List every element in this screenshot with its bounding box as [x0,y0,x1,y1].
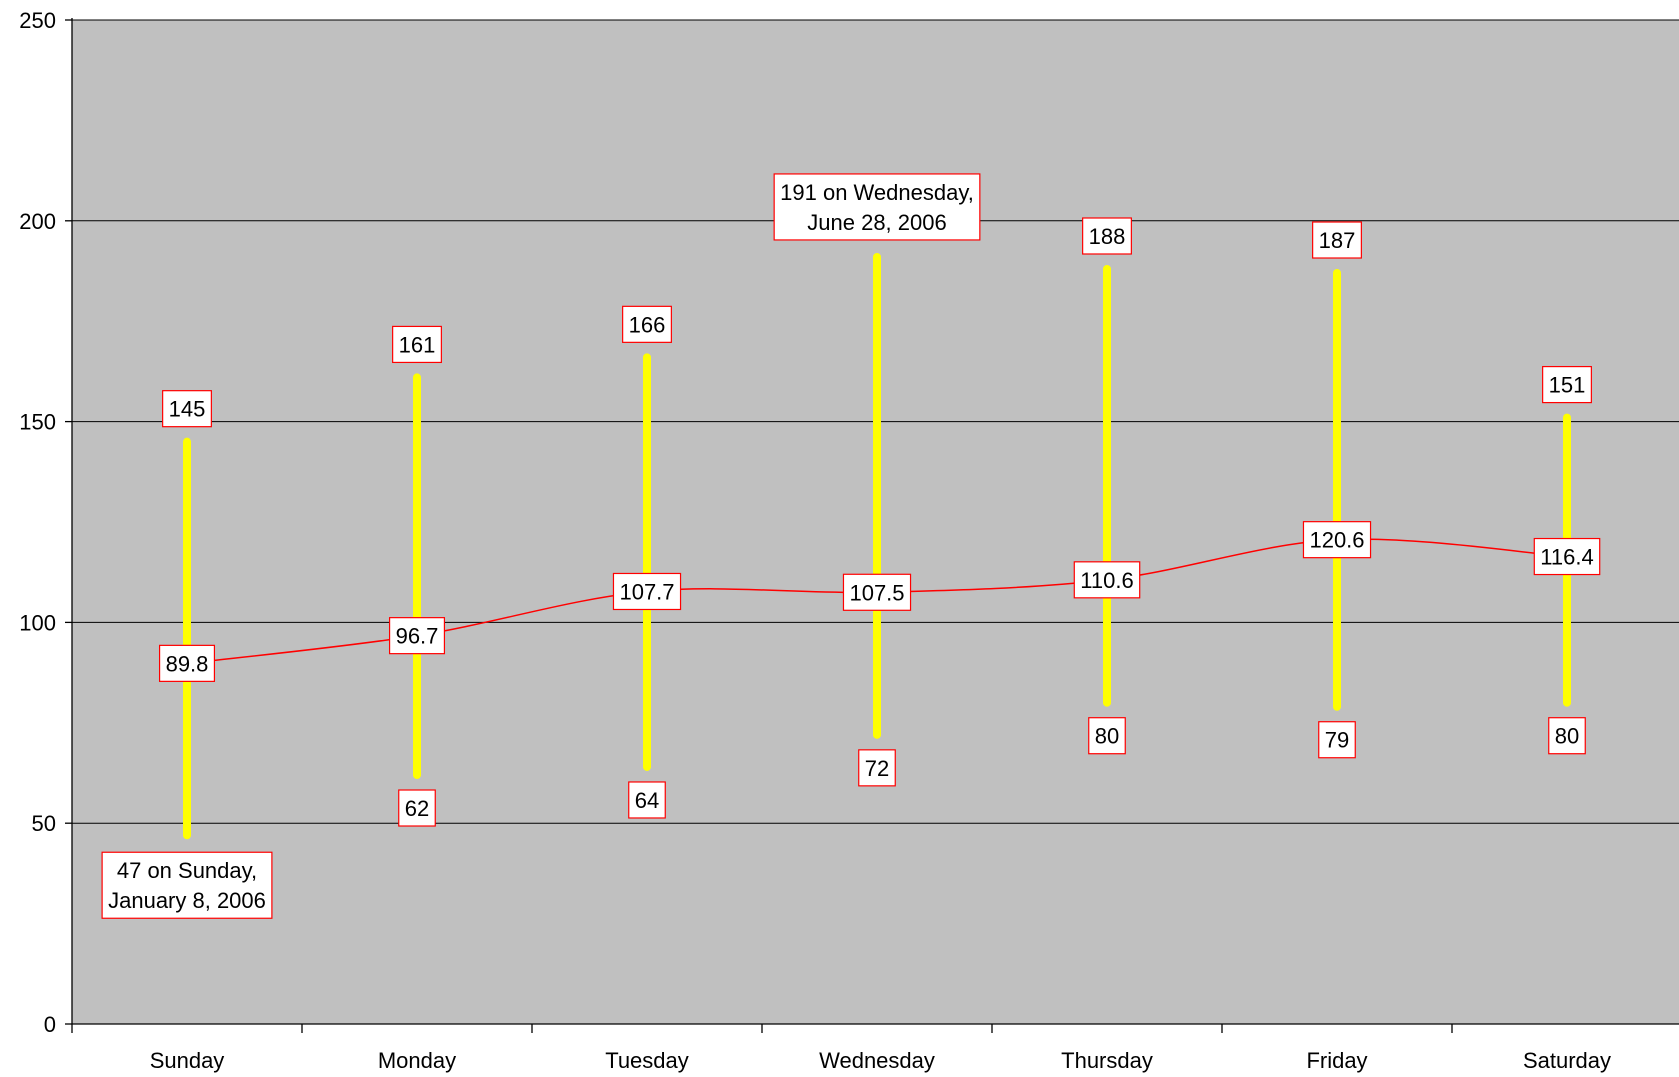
high-label-friday-text: 187 [1319,228,1356,253]
x-tick-label-wednesday: Wednesday [819,1048,935,1073]
y-tick-label: 200 [19,209,56,234]
low-label-friday-box [1318,721,1356,759]
mean-label-monday-text: 96.7 [396,624,439,649]
mean-label-thursday: 110.6 [1073,561,1141,599]
mean-label-friday-text: 120.6 [1309,528,1364,553]
y-tick-label: 250 [19,8,56,33]
low-label-sunday-text: January 8, 2006 [108,888,266,913]
low-label-saturday-box [1548,717,1586,755]
mean-label-saturday-text: 116.4 [1540,545,1593,570]
high-label-thursday-text: 188 [1089,224,1126,249]
high-label-wednesday-text: June 28, 2006 [807,210,946,235]
low-label-wednesday-box [858,749,896,787]
mean-label-monday-box [388,617,446,655]
high-label-friday: 187 [1312,221,1362,259]
data-labels: 145 47 on Sunday, January 8, 2006 89.8 161 62… [101,173,1601,919]
mean-label-saturday-box [1533,537,1601,576]
mean-label-tuesday: 107.7 [612,572,682,611]
low-label-thursday: 80 [1088,717,1126,755]
x-tick-label-tuesday: Tuesday [605,1048,689,1073]
low-label-friday: 79 [1318,721,1356,759]
mean-label-wednesday-text: 107.5 [849,580,904,605]
high-label-saturday: 151 [1542,365,1592,404]
y-tick-label: 0 [44,1012,56,1037]
low-label-tuesday: 64 [628,781,666,819]
low-label-sunday-text: 47 on Sunday, [117,858,257,883]
low-label-saturday: 80 [1548,717,1586,755]
low-label-wednesday-text: 72 [865,756,889,781]
high-label-sunday: 145 [162,390,212,428]
high-label-saturday-box [1542,365,1592,404]
high-label-wednesday-box [773,173,981,241]
high-label-tuesday-box [622,305,672,343]
low-label-tuesday-text: 64 [635,788,659,813]
high-label-thursday-box [1082,217,1132,255]
high-label-sunday-box [162,390,212,428]
axes [71,18,1679,1025]
low-label-thursday-text: 80 [1095,724,1119,749]
high-label-wednesday: 191 on Wednesday, June 28, 2006 [773,173,981,241]
high-label-saturday-text: 151 [1549,373,1586,398]
low-label-sunday: 47 on Sunday, January 8, 2006 [101,851,273,919]
mean-label-thursday-text: 110.6 [1080,568,1133,593]
high-label-tuesday-text: 166 [629,312,666,337]
low-label-thursday-box [1088,717,1126,755]
low-label-saturday-text: 80 [1555,724,1579,749]
mean-label-friday-box [1302,521,1372,559]
mean-label-wednesday-box [842,573,912,611]
y-axis-ticks: 0 50 100 150 200 250 [19,8,72,1037]
low-label-monday-box [398,789,436,827]
mean-label-sunday-box [158,644,216,682]
mean-label-tuesday-text: 107.7 [619,579,674,604]
x-tick-label-friday: Friday [1306,1048,1367,1073]
low-label-wednesday: 72 [858,749,896,787]
low-label-monday: 62 [398,789,436,827]
mean-label-saturday: 116.4 [1533,537,1601,576]
high-label-thursday: 188 [1082,217,1132,255]
x-tick-label-monday: Monday [378,1048,456,1073]
high-label-monday: 161 [392,325,442,364]
y-tick-label: 100 [19,610,56,635]
mean-label-friday: 120.6 [1302,521,1372,559]
x-tick-label-sunday: Sunday [150,1048,225,1073]
x-axis-ticks: Sunday Monday Tuesday Wednesday Thursday Frid… [71,1024,1611,1073]
y-tick-label: 150 [19,410,56,435]
x-tick-label-thursday: Thursday [1061,1048,1153,1073]
mean-label-wednesday: 107.5 [842,573,912,611]
mean-label-sunday-text: 89.8 [166,651,209,676]
low-label-sunday-box [101,851,273,919]
mean-label-tuesday-box [612,572,682,611]
high-label-wednesday-text: 191 on Wednesday, [780,180,974,205]
high-label-sunday-text: 145 [169,397,206,422]
low-label-monday-text: 62 [405,796,429,821]
high-label-friday-box [1312,221,1362,259]
low-label-friday-text: 79 [1325,728,1349,753]
high-label-monday-text: 161 [399,332,436,357]
low-label-tuesday-box [628,781,666,819]
high-label-tuesday: 166 [622,305,672,343]
x-tick-label-saturday: Saturday [1523,1048,1611,1073]
y-tick-label: 50 [32,811,56,836]
high-label-monday-box [392,325,442,364]
mean-label-sunday: 89.8 [158,644,216,682]
mean-label-thursday-box [1073,561,1141,599]
mean-label-monday: 96.7 [388,617,446,655]
